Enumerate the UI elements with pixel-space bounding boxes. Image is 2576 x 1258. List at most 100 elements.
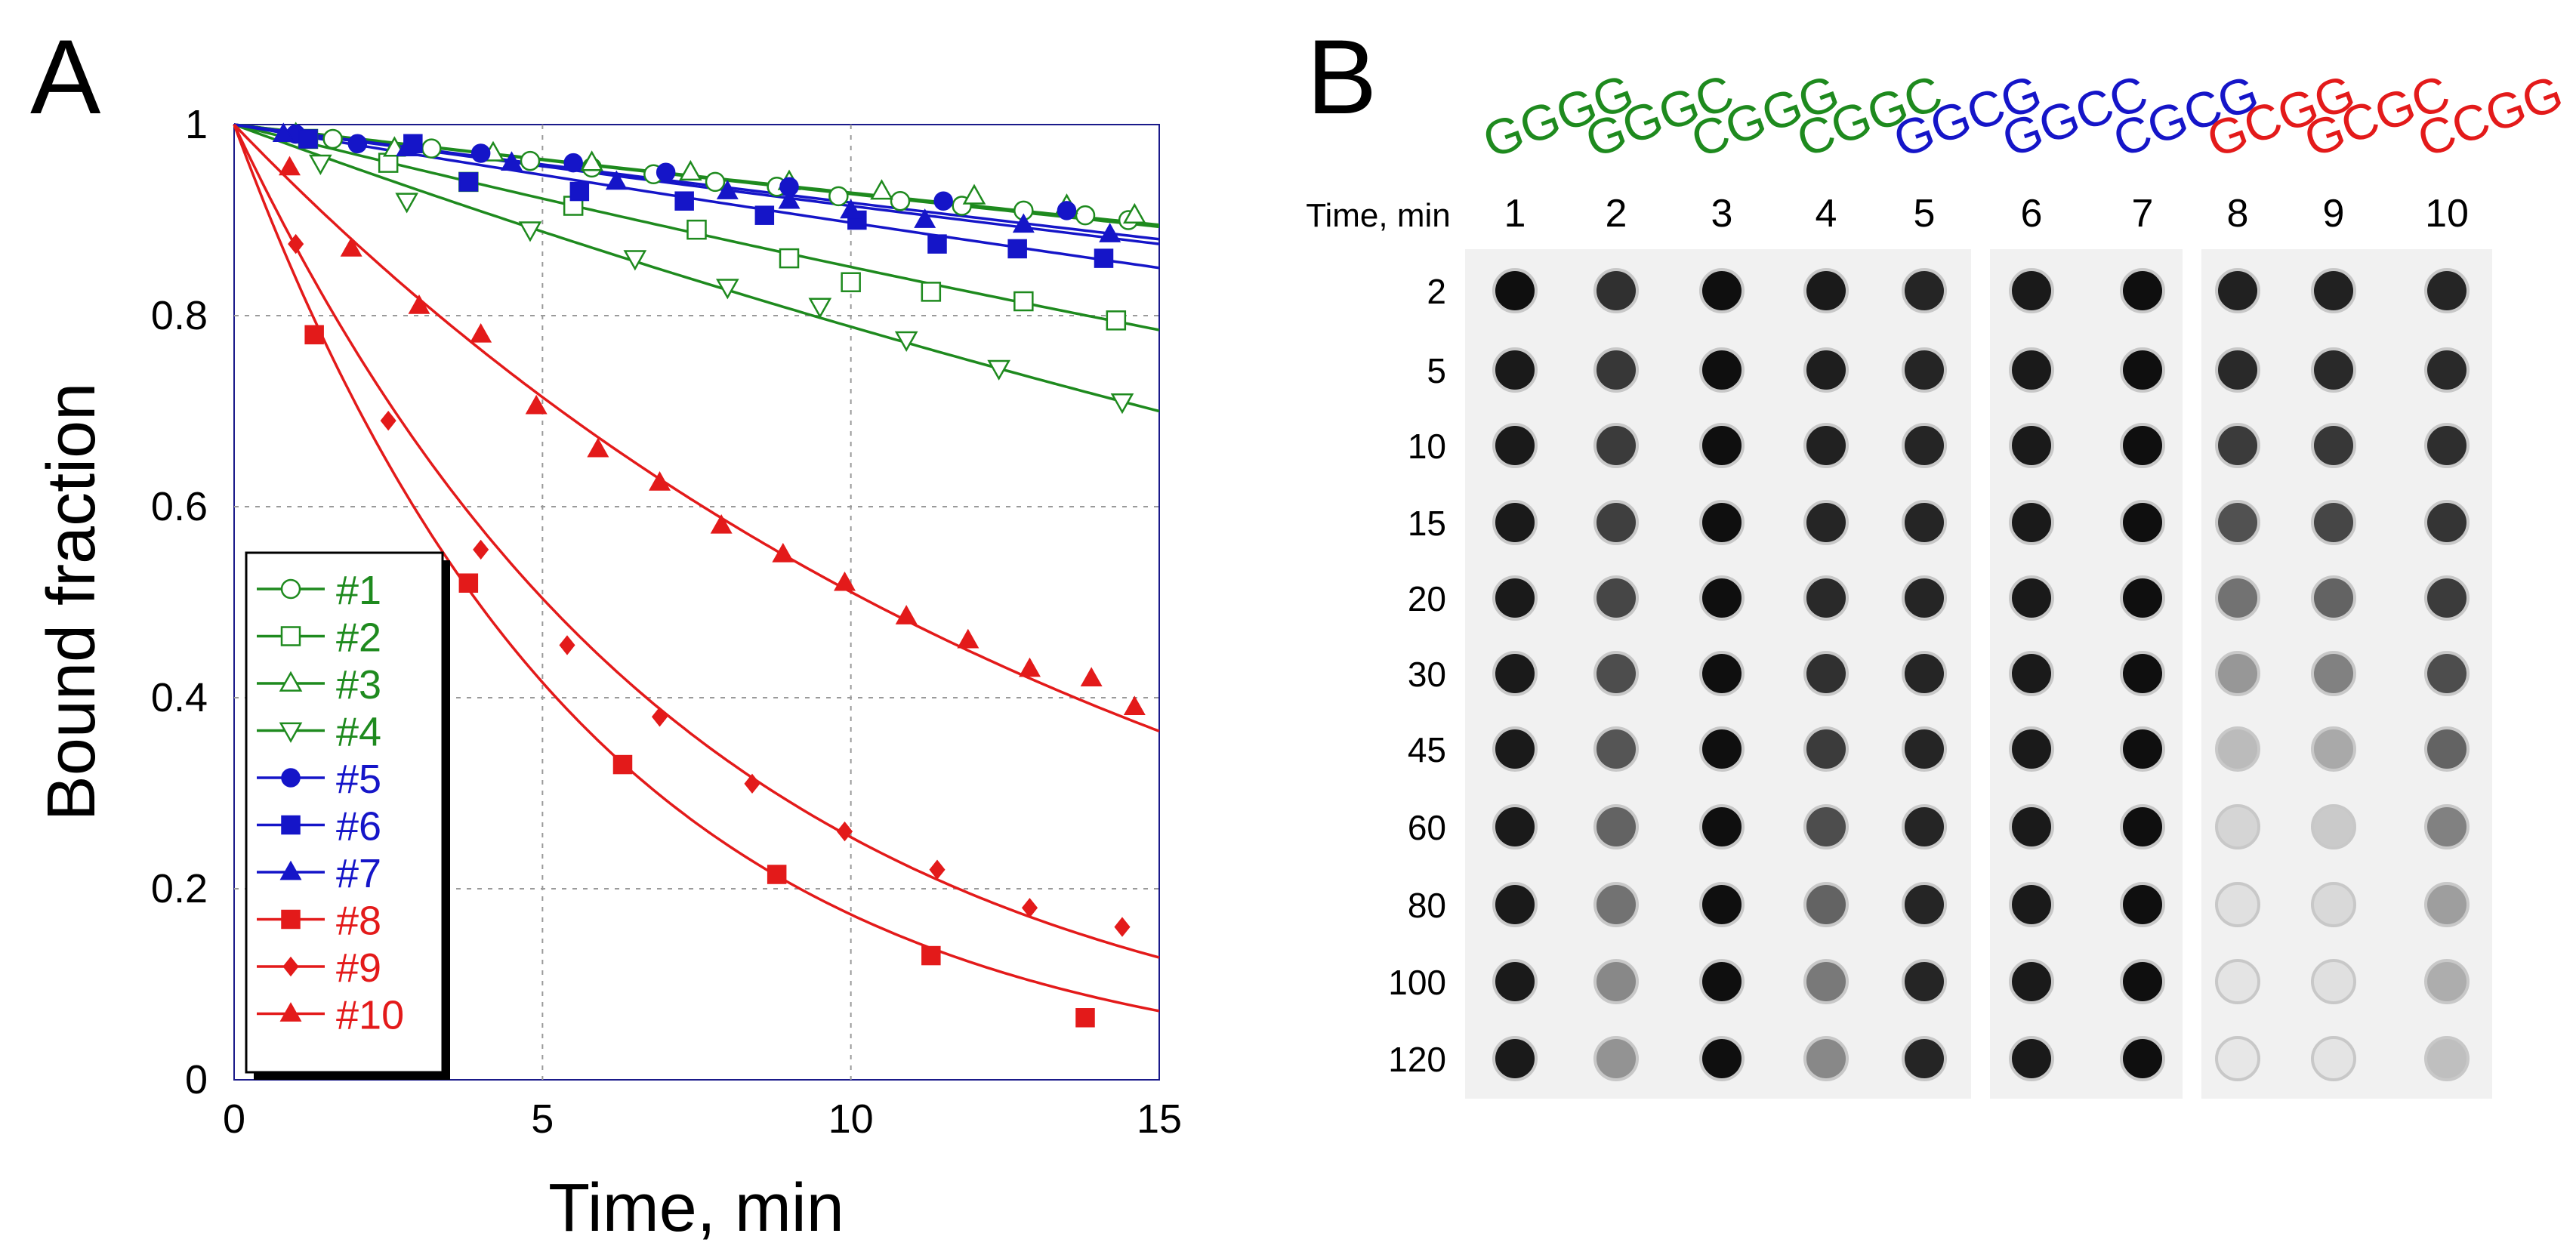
data-points: [272, 122, 1146, 1028]
blot-spot: [2424, 651, 2470, 696]
column-number: 7: [2132, 192, 2154, 236]
legend-label: #1: [336, 568, 381, 613]
data-point: [779, 248, 800, 269]
legend-marker: [279, 671, 303, 692]
data-point: [623, 250, 647, 271]
data-point: [288, 233, 304, 254]
data-point: [836, 821, 853, 842]
blot-spot: [2120, 575, 2165, 621]
data-point: [649, 471, 671, 491]
time-label: 45: [1408, 730, 1446, 769]
legend-label: #5: [336, 757, 381, 802]
data-point: [520, 150, 541, 171]
blot-spot: [1593, 959, 1639, 1004]
data-point: [772, 542, 794, 563]
fit-curve-s8: [233, 124, 1160, 1013]
blot-spot: [2311, 651, 2356, 696]
data-point: [778, 189, 801, 209]
x-tick-label: 5: [531, 1096, 554, 1142]
column-number: 9: [2323, 192, 2345, 236]
blot-spot: [1803, 804, 1849, 849]
legend: #1#2#3#4#5#6#7#8#9#10: [245, 551, 450, 1080]
data-point: [987, 359, 1011, 381]
data-point: [279, 156, 301, 176]
blot-spot: [2424, 268, 2470, 313]
legend-label: #7: [336, 851, 381, 896]
time-label: 80: [1408, 886, 1446, 925]
fit-curve-s7: [233, 123, 1160, 245]
data-point: [308, 154, 332, 175]
data-point: [1123, 695, 1146, 715]
data-point: [674, 191, 694, 211]
blot-spot: [1593, 651, 1639, 696]
data-point: [1099, 223, 1121, 242]
series-s4: [308, 154, 1134, 415]
data-point: [473, 539, 489, 560]
data-point: [501, 151, 523, 171]
series-s9: [288, 233, 1131, 937]
blot-spot: [2120, 882, 2165, 927]
blot-spot: [1593, 726, 1639, 772]
blot-spot: [1699, 726, 1745, 772]
blot-spot: [2120, 804, 2165, 849]
blot-spot: [1492, 575, 1538, 621]
blot-spot: [1803, 882, 1849, 927]
data-point: [1057, 201, 1077, 220]
blot-spot: [1593, 347, 1639, 393]
panel-b-letter: B: [1307, 17, 1377, 136]
blot-spot: [1803, 726, 1849, 772]
legend-entry: #7: [257, 851, 381, 896]
blot-spot: [1492, 1036, 1538, 1081]
data-point: [767, 865, 787, 884]
data-point: [525, 394, 548, 415]
blot-spot: [1492, 882, 1538, 927]
y-tick-label: 0: [185, 1057, 208, 1102]
data-point: [1007, 239, 1027, 259]
data-point: [304, 325, 324, 345]
data-point: [808, 298, 832, 319]
time-label: 2: [1427, 272, 1446, 311]
time-label: 60: [1408, 808, 1446, 847]
blot-spot: [1699, 959, 1745, 1004]
data-point: [962, 183, 986, 205]
blot-spot: [2120, 268, 2165, 313]
data-point: [890, 190, 911, 211]
legend-marker: [279, 860, 302, 880]
blot-spot: [1902, 804, 1947, 849]
legend-entry: #1: [257, 568, 381, 613]
blot-spot: [1699, 575, 1745, 621]
time-label: 10: [1408, 427, 1446, 466]
blot-spot: [2215, 500, 2260, 545]
data-point: [458, 172, 479, 192]
blot-spot: [2311, 423, 2356, 468]
legend-marker: [281, 768, 301, 788]
data-point: [1122, 202, 1146, 224]
blot-spot: [1803, 268, 1849, 313]
column-headers: GGGG1GGGC2CGGG3CGGC4GGCG5GGCC6CGCG7GCGG8…: [1476, 63, 2570, 236]
data-point: [569, 181, 590, 202]
blot-spot: [2424, 423, 2470, 468]
blot-spot: [1902, 268, 1947, 313]
y-tick-label: 1: [185, 102, 208, 147]
column-number: 1: [1504, 192, 1526, 236]
data-point: [840, 199, 862, 219]
data-point: [458, 573, 479, 593]
data-point: [929, 859, 946, 880]
blot-spot: [1593, 268, 1639, 313]
blot-spot: [2009, 423, 2054, 468]
plot-area-frame: [233, 124, 1160, 1081]
legend-marker: [281, 815, 301, 835]
data-point: [421, 138, 442, 159]
data-point: [563, 153, 583, 173]
blot-spot: [1492, 268, 1538, 313]
blot-spot: [2215, 347, 2260, 393]
blot-spot: [2009, 575, 2054, 621]
data-point: [1106, 310, 1127, 331]
blot-spot: [1902, 882, 1947, 927]
column-number: 8: [2227, 192, 2249, 236]
data-point: [914, 208, 936, 228]
data-point: [587, 437, 609, 458]
data-point: [396, 137, 418, 156]
column-number: 2: [1606, 192, 1627, 236]
